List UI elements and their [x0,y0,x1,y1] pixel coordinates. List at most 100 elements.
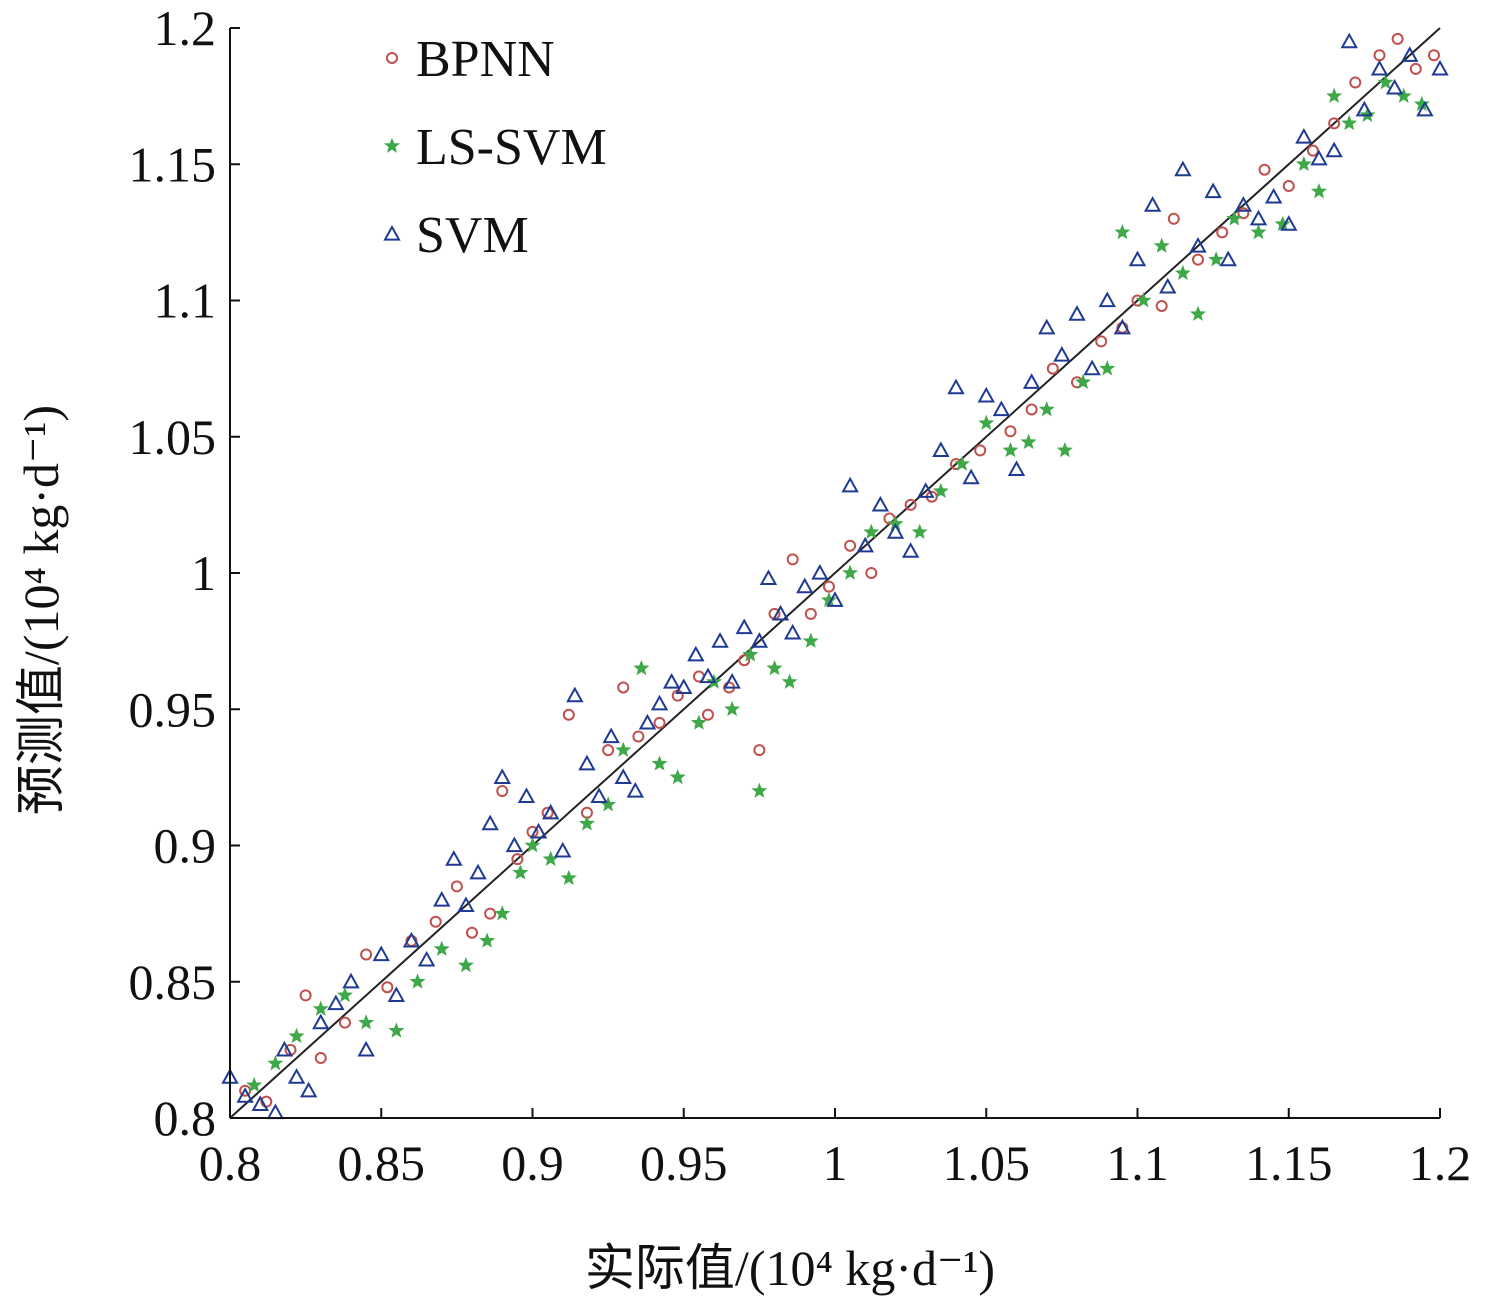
data-point [614,768,632,784]
x-tick-label: 0.95 [640,1135,728,1191]
data-point [236,1087,254,1103]
data-point [524,837,541,853]
data-point [578,815,595,831]
data-point [690,714,707,730]
data-point [1325,141,1343,158]
data-point [409,973,426,989]
data-point [978,414,995,430]
data-point [1226,210,1243,226]
x-tick-label: 1.05 [943,1135,1031,1191]
data-point [615,741,632,757]
legend-label-svm: SVM [416,207,529,264]
data-point [1409,62,1422,75]
data-point [312,1013,330,1030]
data-point [911,523,928,539]
data-point [1249,209,1268,226]
data-point [841,476,859,493]
data-point [360,948,373,961]
y-tick-label: 1.15 [129,136,217,192]
data-point [512,864,529,880]
data-point [1370,59,1389,76]
data-point [651,755,668,771]
x-tick-label: 0.85 [338,1135,426,1191]
x-axis-title: 实际值/(10⁴ kg·d⁻¹) [585,1240,995,1296]
data-point [445,850,463,866]
data-point [1391,32,1404,45]
data-point [738,654,751,667]
data-point [1295,155,1312,172]
data-point [1189,305,1207,321]
data-point [1204,182,1222,199]
data-point [541,803,560,820]
data-point [786,553,799,566]
data-point [1216,226,1229,239]
data-point [1234,196,1253,212]
data-point [811,563,829,580]
data-point [288,1027,305,1044]
data-point [781,673,798,689]
data-point [1326,87,1343,103]
data-point [1377,74,1394,90]
legend-marker-ls-svm [383,137,401,153]
x-tick-label: 0.9 [501,1135,564,1191]
data-point [590,787,608,804]
data-point [932,482,949,499]
data-point [505,836,524,853]
data-point [554,841,572,858]
data-point [742,646,759,662]
data-point [1143,196,1162,212]
y-tick-label: 1.2 [154,0,217,56]
data-point [669,769,686,785]
data-point [402,931,421,948]
legend-label-ls-svm: LS-SVM [416,119,607,176]
data-point [433,890,451,907]
data-point [723,672,741,689]
data-point [1264,187,1283,204]
data-point [947,378,965,395]
data-point [701,708,714,721]
data-point [266,1103,285,1120]
y-tick-label: 0.95 [129,681,217,737]
data-point [1038,401,1055,417]
y-axis-title: 预测值/(10⁴ kg·d⁻¹) [13,405,69,815]
data-point [1113,318,1132,335]
data-points [221,32,1449,1120]
data-point [1007,460,1026,477]
data-point [1135,292,1152,308]
data-point [275,1040,294,1057]
data-point [484,907,497,920]
data-point [388,1022,405,1038]
data-point [783,623,802,640]
data-point [287,1068,306,1084]
data-point [1114,224,1131,240]
data-point [496,785,509,797]
data-point [617,681,630,694]
data-point [342,972,360,989]
data-point [511,853,524,866]
data-point [479,932,496,948]
data-point [1219,250,1237,267]
data-point [1155,299,1168,312]
data-point [1373,49,1386,62]
data-point [299,989,312,1002]
data-point [1022,373,1041,389]
data-point [372,945,390,962]
legend: BPNN LS-SVM SVM [383,31,607,264]
data-point [1056,442,1073,458]
data-point [529,822,548,839]
data-point [822,580,835,593]
data-point [638,713,657,730]
data-point [1431,59,1449,76]
data-point [977,386,995,403]
x-tick-label: 1.1 [1106,1135,1169,1191]
data-point [1098,291,1116,308]
data-point [381,981,394,994]
data-point [1053,345,1071,362]
data-point [759,569,778,586]
data-point [1310,149,1328,166]
y-tick-label: 0.85 [129,954,217,1010]
data-point [312,1000,329,1016]
series-ls-svm [246,74,1430,1093]
data-point [1153,237,1170,253]
data-point [1385,78,1404,95]
